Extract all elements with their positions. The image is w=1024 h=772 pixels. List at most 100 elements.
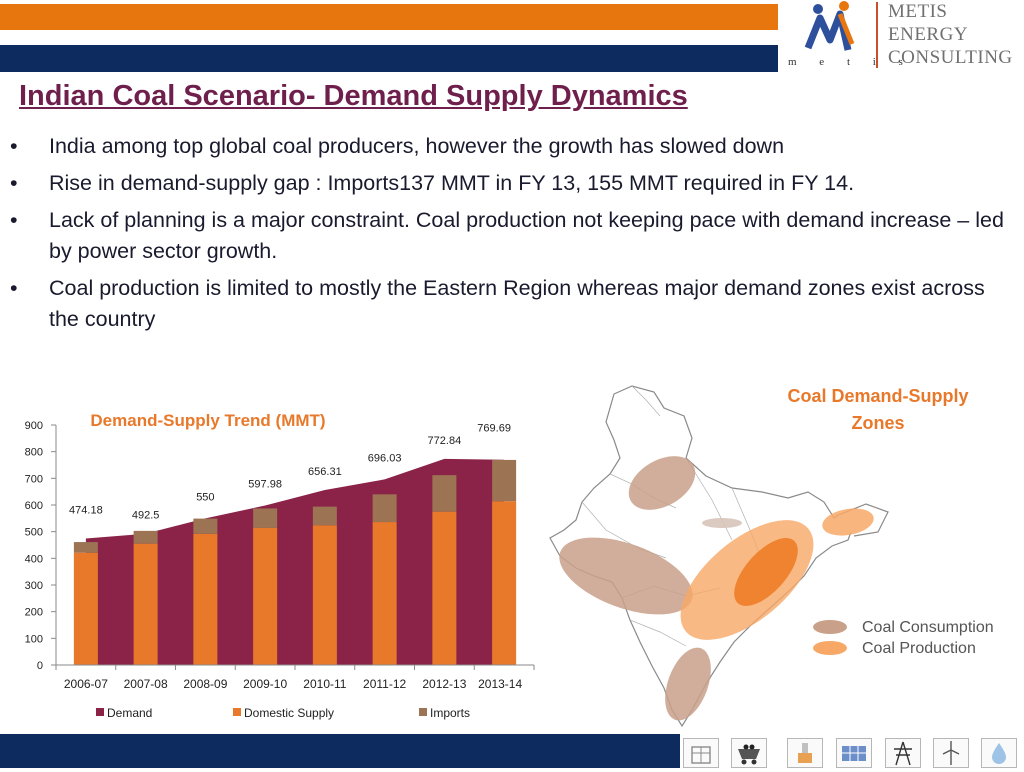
coal-cart-icon (731, 738, 767, 768)
footer-icon-strip (683, 738, 1024, 768)
solar-panel-icon (836, 738, 872, 768)
data-label-group: 474.18 492.5 550 597.98 656.31 696.03 772.84 76… (69, 423, 511, 522)
x-tick-label: 2010-11 (303, 677, 346, 691)
bar-domestic-supply (312, 525, 337, 665)
data-label: 769.69 (477, 423, 511, 435)
demand-supply-chart: Demand-Supply Trend (MMT) 0 100 200 300 400 5… (25, 411, 535, 720)
bar-imports (372, 494, 397, 523)
chart-title: Demand-Supply Trend (MMT) (90, 411, 325, 430)
bullet-text: Coal production is limited to mostly the… (49, 276, 985, 331)
consumption-zone-west (559, 537, 693, 615)
data-label: 772.84 (428, 435, 462, 447)
x-tick-label: 2008-09 (183, 677, 227, 691)
bar-imports (133, 530, 158, 544)
legend-production-label: Coal Production (862, 640, 976, 657)
bullet-marker: • (10, 171, 18, 195)
bullet-text: India among top global coal producers, h… (49, 134, 785, 158)
x-tick-label: 2012-13 (422, 677, 466, 691)
bar-domestic-supply (133, 543, 158, 665)
footer-bar (0, 734, 680, 768)
bullet-item: • Coal production is limited to mostly th… (10, 273, 1010, 335)
bullet-text: Rise in demand-supply gap : Imports137 M… (49, 171, 855, 195)
building-icon (683, 738, 719, 768)
y-tick-label: 700 (25, 473, 43, 485)
bar-domestic-supply (253, 527, 278, 665)
y-tick-label: 500 (25, 527, 43, 539)
legend-swatch (96, 708, 104, 716)
metis-logo-mark-icon (804, 1, 855, 51)
bullet-marker: • (10, 134, 18, 158)
y-tick-label: 100 (25, 633, 43, 645)
india-outline (549, 385, 855, 728)
header-orange-bar (0, 4, 778, 30)
x-tick-label: 2013-14 (478, 677, 522, 691)
y-tick-label: 800 (25, 447, 43, 459)
y-tick-label: 900 (25, 420, 43, 432)
india-map: Coal Demand-Supply Zones Coal Consumptio… (549, 385, 994, 728)
consumption-zone-north (628, 456, 696, 510)
bullet-item: • India among top global coal producers, … (10, 131, 1010, 162)
legend-label: Demand (107, 706, 152, 720)
legend-consumption-label: Coal Consumption (862, 619, 994, 636)
bar-imports (253, 508, 278, 528)
y-axis: 0 100 200 300 400 500 600 700 800 900 (25, 420, 57, 672)
x-tick-label: 2007-08 (124, 677, 168, 691)
data-label: 492.5 (132, 510, 160, 522)
consumption-zone-south (665, 647, 711, 721)
x-tick-label: 2011-12 (363, 677, 406, 691)
production-zone-east-core (734, 538, 798, 606)
legend-swatch (419, 708, 427, 716)
bar-domestic-supply (372, 522, 397, 665)
y-tick-label: 600 (25, 500, 43, 512)
bar-imports (193, 518, 218, 534)
y-tick-label: 400 (25, 553, 43, 565)
data-label: 597.98 (248, 479, 282, 491)
bullet-list: • India among top global coal producers, … (10, 131, 1010, 341)
legend-label: Imports (430, 706, 470, 720)
consumption-zone-central (702, 518, 742, 528)
bullet-item: • Rise in demand-supply gap : Imports137 … (10, 168, 1010, 199)
chart-legend: Demand Domestic Supply Imports (96, 706, 470, 720)
x-tick-label: 2009-10 (243, 677, 287, 691)
legend-consumption-swatch (813, 620, 847, 634)
bar-domestic-supply (492, 501, 517, 665)
production-zone-northeast (822, 508, 874, 536)
logo-line-energy: ENERGY (888, 24, 969, 45)
data-label: 550 (196, 491, 214, 503)
data-label: 696.03 (368, 452, 402, 464)
x-tick-label: 2006-07 (64, 677, 108, 691)
bar-imports (73, 542, 98, 553)
legend-swatch (233, 708, 241, 716)
y-tick-label: 300 (25, 580, 43, 592)
wind-turbine-icon (933, 738, 969, 768)
bullet-item: • Lack of planning is a major constraint.… (10, 205, 1010, 267)
bar-domestic-supply (73, 552, 98, 665)
logo-divider (876, 2, 878, 68)
bar-group (73, 459, 517, 665)
data-label: 474.18 (69, 505, 103, 517)
bar-imports (432, 475, 457, 512)
legend-production-swatch (813, 641, 847, 655)
water-drop-icon (981, 738, 1017, 768)
bar-domestic-supply (193, 533, 218, 665)
power-plant-icon (787, 738, 823, 768)
bar-domestic-supply (432, 511, 457, 665)
map-title-line1: Coal Demand-Supply (787, 386, 968, 406)
logo-text: METIS ENERGY CONSULTING (888, 0, 1013, 69)
demand-area (85, 458, 505, 665)
bullet-text: Lack of planning is a major constraint. … (49, 208, 1004, 263)
logo-line-metis: METIS (888, 1, 948, 22)
x-axis: 2006-07 2007-08 2008-09 2009-10 2010-11 2011-… (55, 664, 535, 691)
transmission-tower-icon (885, 738, 921, 768)
coal-zones-map: Coal Demand-Supply Zones Coal Consumptio… (536, 380, 1024, 738)
y-tick-label: 0 (37, 660, 43, 672)
bullet-marker: • (10, 276, 18, 300)
page-title: Indian Coal Scenario- Demand Supply Dyna… (19, 80, 688, 112)
logo-small-text: m e t i s (788, 56, 913, 68)
logo-line-consulting: CONSULTING (888, 47, 1013, 68)
y-tick-label: 200 (25, 607, 43, 619)
bullet-marker: • (10, 208, 18, 232)
legend-label: Domestic Supply (244, 706, 334, 720)
data-label: 656.31 (308, 466, 342, 478)
bar-imports (492, 459, 517, 502)
